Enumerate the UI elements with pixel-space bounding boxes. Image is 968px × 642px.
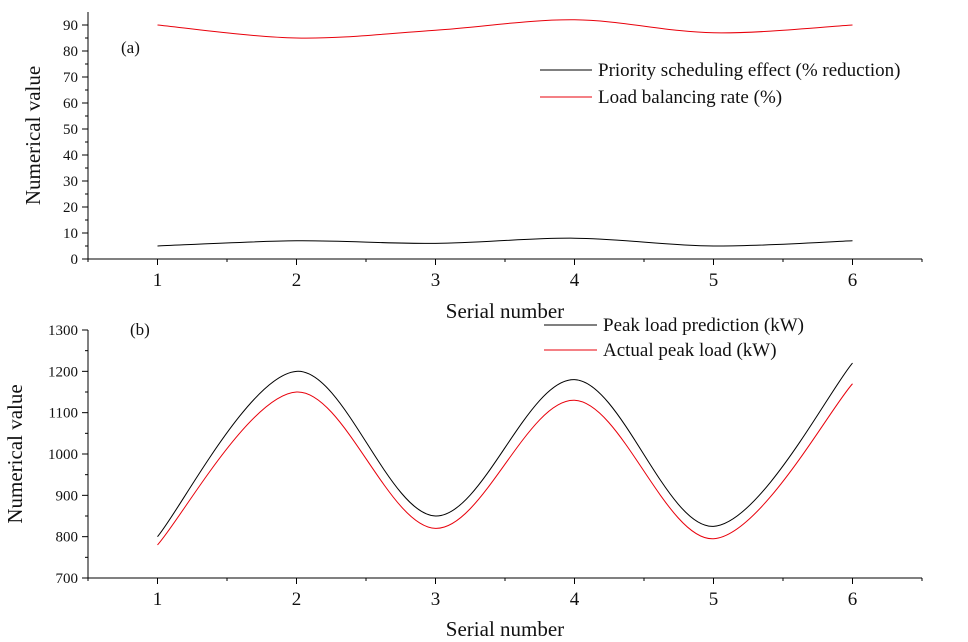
legend-label: Peak load prediction (kW): [603, 315, 804, 336]
y-axis-title: Numerical value: [3, 384, 27, 523]
y-tick-label: 1200: [48, 364, 78, 380]
legend: Priority scheduling effect (% reduction)…: [540, 60, 901, 108]
y-tick-label: 800: [56, 530, 79, 546]
y-tick-label: 70: [63, 70, 78, 86]
legend-label: Priority scheduling effect (% reduction): [598, 60, 901, 81]
series-line-1: [157, 237, 853, 247]
series-line-1: [157, 362, 853, 537]
y-tick-label: 700: [56, 571, 79, 587]
x-axis-title: Serial number: [446, 617, 564, 641]
x-tick-label: 2: [292, 589, 302, 610]
y-tick-label: 900: [56, 488, 79, 504]
y-tick-label: 60: [63, 96, 78, 112]
y-tick-label: 50: [63, 122, 78, 138]
x-tick-label: 5: [709, 270, 719, 291]
y-axis-title: Numerical value: [21, 66, 45, 205]
series-line-2: [157, 383, 853, 546]
panel-a: 0 10 20 30 40 50 60 70 80 90 1 2 3 4 5 6 Numerical value…: [21, 12, 923, 323]
x-tick-label: 2: [292, 270, 302, 291]
legend: Peak load prediction (kW) Actual peak loa…: [544, 315, 804, 361]
panel-b: 700 800 900 1000 1100 1200 1300 1 2 3 4 5 6 Numerical…: [3, 315, 923, 641]
y-tick-label: 1100: [49, 406, 78, 422]
x-tick-label: 5: [709, 589, 719, 610]
x-tick-label: 1: [153, 270, 163, 291]
y-tick-label: 0: [71, 252, 79, 268]
x-tick-label: 3: [431, 589, 441, 610]
legend-label: Actual peak load (kW): [603, 340, 777, 361]
x-axis-title: Serial number: [446, 299, 564, 323]
y-tick-label: 80: [63, 44, 78, 60]
y-tick-label: 1300: [48, 323, 78, 339]
x-tick-label: 1: [153, 589, 163, 610]
series-line-2: [157, 19, 853, 39]
panel-label: (a): [121, 38, 140, 57]
y-tick-label: 1000: [48, 447, 78, 463]
y-tick-label: 30: [63, 174, 78, 190]
x-tick-label: 3: [431, 270, 441, 291]
x-tick-label: 6: [848, 270, 858, 291]
x-tick-label: 4: [570, 589, 580, 610]
x-tick-label: 6: [848, 589, 858, 610]
y-tick-label: 90: [63, 18, 78, 34]
y-tick-label: 20: [63, 200, 78, 216]
y-tick-label: 10: [63, 226, 78, 242]
x-tick-label: 4: [570, 270, 580, 291]
panel-label: (b): [130, 320, 150, 339]
legend-label: Load balancing rate (%): [598, 87, 782, 108]
y-tick-label: 40: [63, 148, 78, 164]
